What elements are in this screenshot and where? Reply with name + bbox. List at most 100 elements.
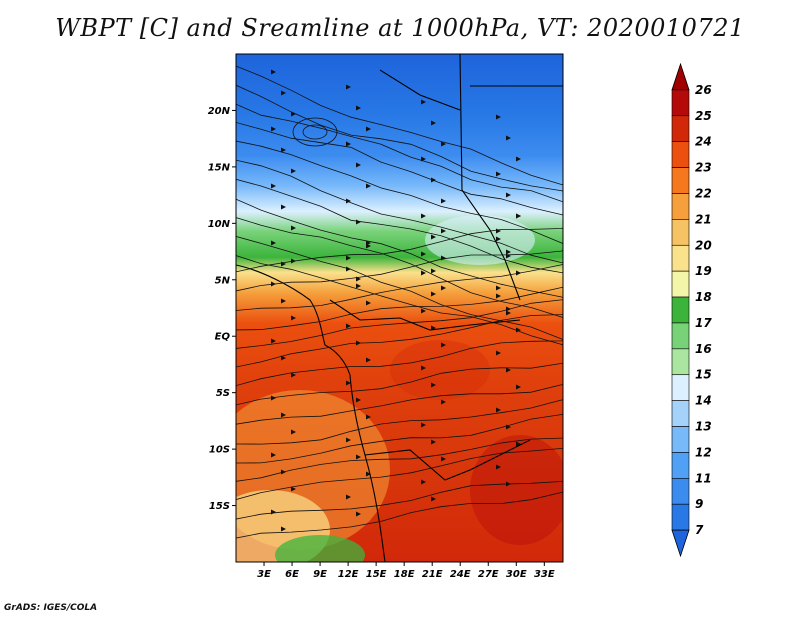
- streamline-arrow: [441, 141, 446, 147]
- streamline-arrow: [431, 382, 436, 388]
- streamline-arrow: [421, 156, 426, 162]
- streamline-arrow: [421, 213, 426, 219]
- streamline-arrow: [496, 350, 501, 356]
- x-tick-label: 18E: [394, 569, 415, 580]
- streamline-arrow: [516, 327, 521, 333]
- x-tick-label: 6E: [285, 569, 299, 580]
- streamline-arrow: [421, 479, 426, 485]
- streamline-arrow: [516, 441, 521, 447]
- y-tick-label: 15S: [209, 501, 230, 512]
- streamline-arrow: [496, 407, 501, 413]
- streamline: [236, 263, 563, 311]
- colorbar-label: 17: [695, 316, 712, 330]
- colorbar-swatch: [671, 503, 690, 531]
- streamline: [236, 103, 563, 203]
- streamline-arrow: [346, 141, 351, 147]
- streamline-arrow: [291, 315, 296, 321]
- y-tick-label: 5N: [215, 275, 231, 286]
- colorbar-label: 9: [695, 497, 703, 511]
- streamline: [236, 159, 563, 264]
- y-tick-label: 15N: [208, 162, 231, 173]
- streamline-arrow: [356, 283, 361, 289]
- streamline-arrow: [291, 225, 296, 231]
- colorbar-label: 23: [695, 161, 712, 175]
- streamline-arrow: [421, 308, 426, 314]
- streamline-arrow: [506, 367, 511, 373]
- streamline: [236, 437, 563, 482]
- streamline-arrow: [496, 114, 501, 120]
- streamline-arrow: [431, 291, 436, 297]
- streamline-arrow: [506, 135, 511, 141]
- colorbar-arrow-bottom: [671, 529, 690, 558]
- streamline-arrow: [281, 298, 286, 304]
- streamline-arrow: [356, 340, 361, 346]
- y-axis: 20N 15N 10N 5N EQ 5S 10S 15S: [208, 106, 236, 512]
- streamline-arrow: [271, 183, 276, 189]
- colorbar-arrow-top: [671, 62, 690, 91]
- streamline: [236, 255, 563, 346]
- colorbar-swatch: [671, 167, 690, 194]
- streamline-arrow: [356, 511, 361, 517]
- grads-credit: GrADS: IGES/COLA: [4, 603, 98, 613]
- colorbar-swatch: [671, 244, 690, 272]
- streamline-arrow: [496, 171, 501, 177]
- colorbar-label: 7: [695, 523, 704, 537]
- streamline: [236, 178, 563, 274]
- streamline-arrow: [281, 469, 286, 475]
- colorbar-swatch: [671, 270, 690, 298]
- streamline-arrow: [431, 120, 436, 126]
- streamline-arrow: [431, 268, 436, 274]
- x-tick-label: 15E: [366, 569, 387, 580]
- streamline: [236, 399, 563, 445]
- x-tick-label: 33E: [534, 569, 555, 580]
- streamline: [236, 314, 563, 368]
- streamline: [236, 384, 563, 425]
- streamline-arrow: [506, 192, 511, 198]
- x-tick-label: 24E: [450, 569, 471, 580]
- streamline-arrow: [356, 219, 361, 225]
- se-hot-patch: [470, 435, 563, 545]
- streamline-arrow: [441, 228, 446, 234]
- streamline-arrow: [516, 156, 521, 162]
- y-tick-label: 20N: [208, 106, 231, 117]
- streamline-arrow: [271, 395, 276, 401]
- map-area: [236, 54, 563, 562]
- streamline: [236, 286, 563, 331]
- streamline-arrow: [431, 496, 436, 502]
- streamline-arrow: [291, 486, 296, 492]
- streamline: [236, 121, 563, 216]
- colorbar-swatch: [671, 115, 690, 142]
- streamline-arrow: [291, 111, 296, 117]
- colorbar-label: 25: [695, 109, 712, 123]
- central-hot-patch: [390, 340, 490, 400]
- streamline-arrow: [431, 234, 436, 240]
- streamline-arrow: [346, 266, 351, 272]
- colorbar-label: 18: [695, 290, 712, 304]
- y-tick-label: EQ: [215, 332, 231, 343]
- streamline-arrow: [421, 270, 426, 276]
- streamline-arrow: [281, 412, 286, 418]
- streamline: [236, 140, 563, 245]
- streamline-arrow: [346, 198, 351, 204]
- x-tick-label: 9E: [313, 569, 327, 580]
- colorbar-label: 15: [695, 368, 712, 382]
- streamlines: [236, 65, 563, 539]
- streamline-arrow: [291, 258, 296, 264]
- streamline-arrow: [281, 355, 286, 361]
- x-axis: 3E 6E 9E 12E 15E 18E 21E 24E 27E 30E 33E: [257, 562, 555, 580]
- colorbar-label: 22: [695, 186, 712, 200]
- colorbar-swatch: [671, 193, 690, 220]
- streamline-arrow: [516, 213, 521, 219]
- streamline: [236, 414, 563, 464]
- streamline-arrow: [291, 429, 296, 435]
- colorbar-swatch: [671, 219, 690, 246]
- colorbar-label: 19: [695, 264, 712, 278]
- streamline-arrow: [346, 323, 351, 329]
- streamline-arrow: [356, 105, 361, 111]
- streamline-arrow: [366, 243, 371, 249]
- streamline-arrow: [506, 253, 511, 259]
- colorbar-swatch: [671, 452, 690, 479]
- streamline-arrow: [421, 251, 426, 257]
- streamline-arrow: [271, 126, 276, 132]
- streamline-arrow: [441, 456, 446, 462]
